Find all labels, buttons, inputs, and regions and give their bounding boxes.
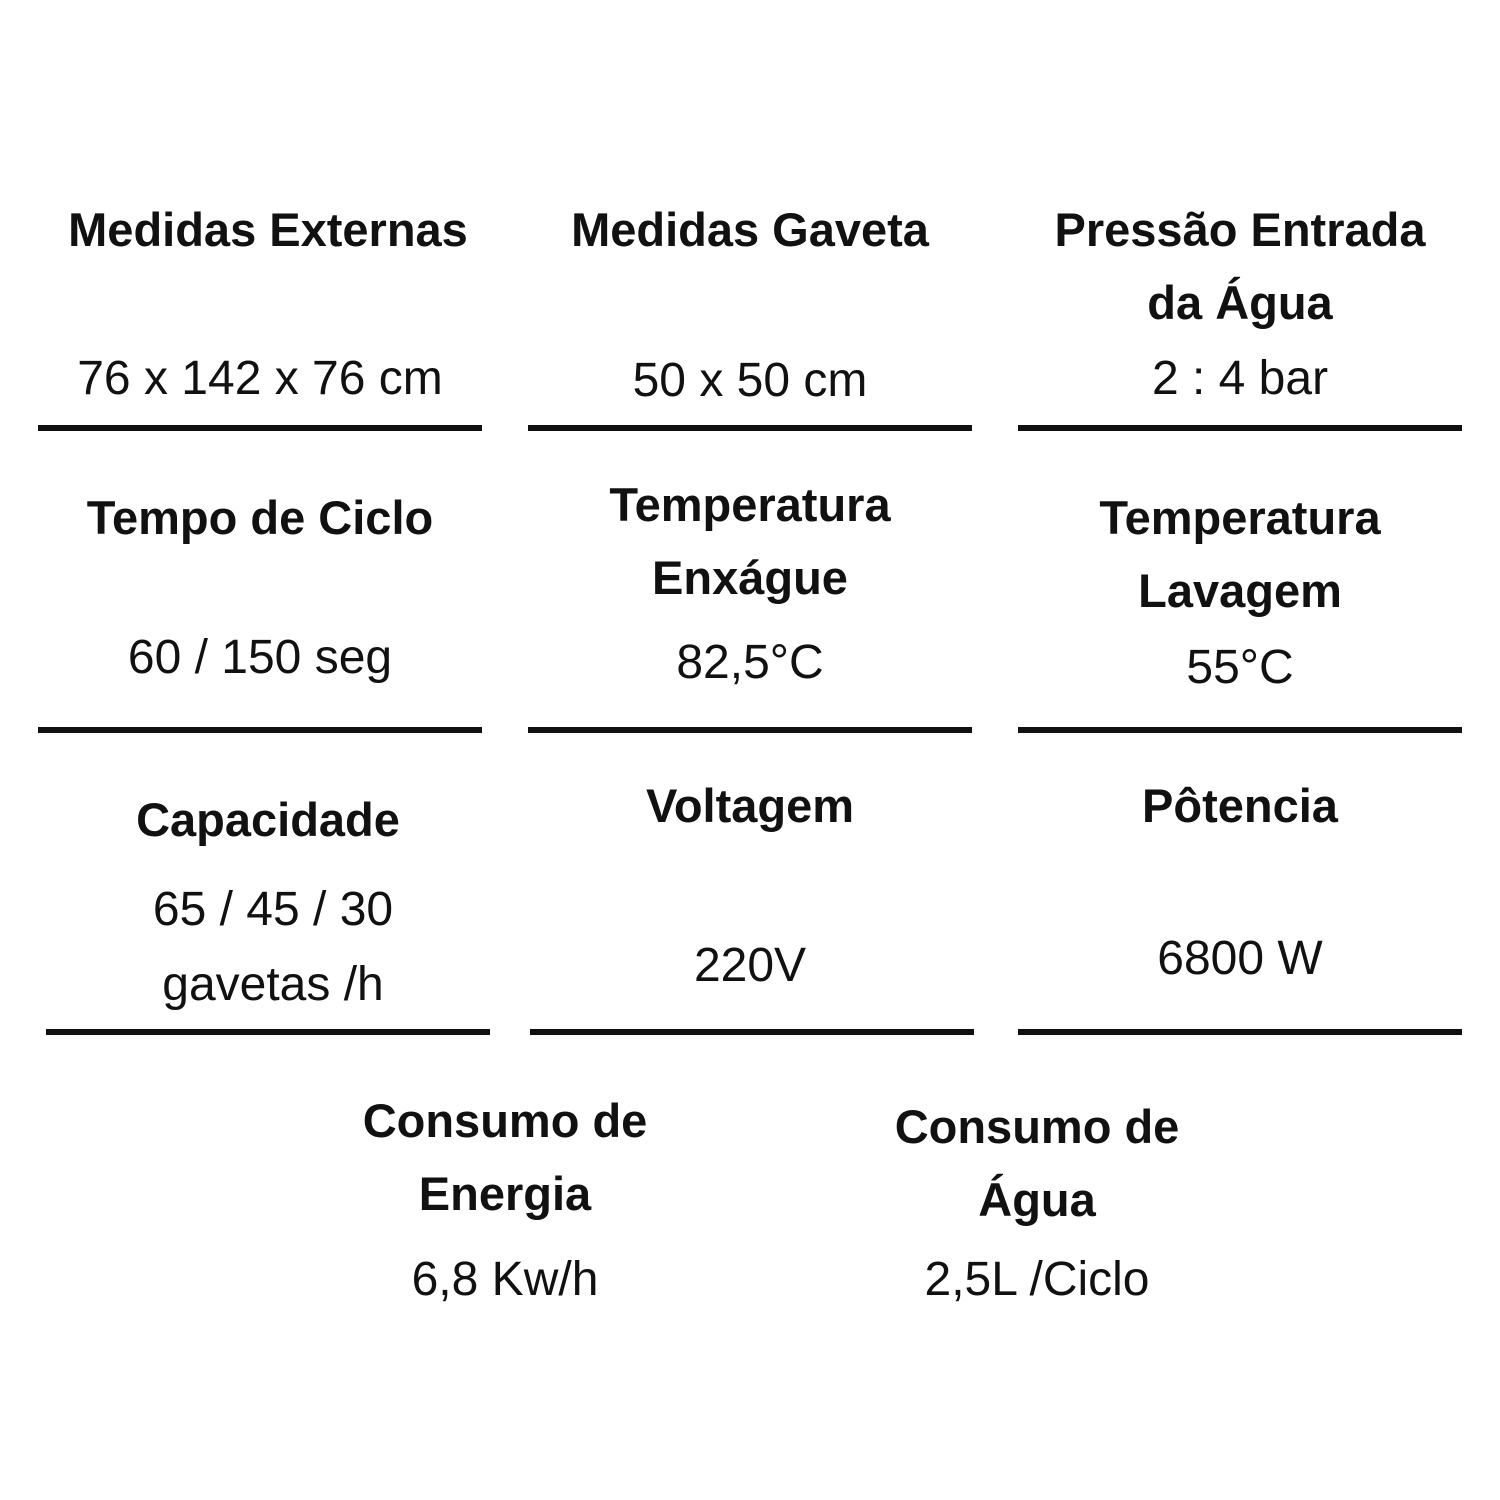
spec-title-pressao-entrada: Pressão Entrada da Água (1054, 203, 1426, 329)
spec-title-voltagem: Voltagem (645, 779, 855, 832)
divider (1018, 1029, 1462, 1035)
spec-title-capacidade: Capacidade (136, 793, 400, 846)
spec-title-potencia: Pôtencia (1142, 779, 1338, 832)
divider (46, 1029, 490, 1035)
spec-value-capacidade: 65 / 45 / 30 gavetas /h (152, 883, 394, 1011)
spec-value-consumo-energia: 6,8 Kw/h (411, 1253, 599, 1306)
spec-title-consumo-agua: Consumo de Água (894, 1100, 1180, 1226)
divider (528, 425, 972, 431)
divider (528, 727, 972, 733)
spec-value-potencia: 6800 W (1157, 932, 1323, 985)
spec-value-temperatura-enxague: 82,5°C (676, 636, 824, 689)
divider (1018, 425, 1462, 431)
spec-value-temperatura-lavagem: 55°C (1186, 641, 1294, 694)
spec-title-medidas-gaveta: Medidas Gaveta (571, 203, 929, 256)
spec-title-medidas-externas: Medidas Externas (68, 203, 468, 256)
spec-value-consumo-agua: 2,5L /Ciclo (924, 1253, 1150, 1306)
divider (38, 727, 482, 733)
spec-value-pressao-entrada: 2 : 4 bar (1151, 352, 1329, 405)
spec-title-temperatura-enxague: Temperatura Enxágue (609, 478, 891, 604)
spec-value-medidas-gaveta: 50 x 50 cm (632, 354, 868, 407)
spec-value-medidas-externas: 76 x 142 x 76 cm (77, 352, 443, 405)
spec-title-tempo-ciclo: Tempo de Ciclo (86, 491, 434, 544)
divider (1018, 727, 1462, 733)
spec-value-voltagem: 220V (693, 939, 807, 992)
spec-value-tempo-ciclo: 60 / 150 seg (127, 631, 393, 684)
divider (38, 425, 482, 431)
spec-title-temperatura-lavagem: Temperatura Lavagem (1099, 491, 1381, 617)
divider (530, 1029, 974, 1035)
spec-title-consumo-energia: Consumo de Energia (362, 1094, 648, 1220)
